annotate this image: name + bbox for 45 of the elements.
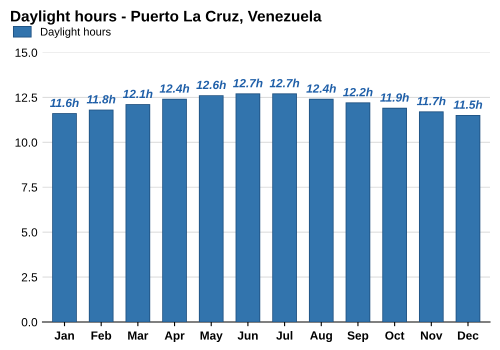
x-tick-label: Feb [91, 331, 112, 340]
bar [88, 110, 114, 322]
y-tick-label: 10.0 [16, 138, 38, 147]
data-label: 11.7h [416, 96, 446, 106]
bar [198, 95, 224, 322]
bar [52, 113, 77, 322]
x-tick-label: Jan [54, 331, 74, 340]
y-tick-label: 12.5 [16, 93, 38, 102]
x-tick-label: Mar [128, 331, 148, 340]
bar [162, 98, 187, 322]
x-tick-label: Jul [276, 331, 292, 340]
data-label: 12.1h [122, 89, 152, 98]
x-tick-label: Nov [420, 331, 442, 340]
x-tick-label: Aug [310, 331, 332, 342]
data-label: 11.8h [86, 94, 116, 104]
data-label: 12.7h [270, 78, 300, 88]
data-label: 12.6h [196, 80, 226, 90]
x-tick-label: May [200, 331, 223, 342]
y-tick-label: 7.5 [22, 183, 38, 192]
data-label: 11.5h [454, 100, 482, 109]
bar [382, 108, 407, 322]
bar [126, 104, 150, 322]
data-label: 11.6h [50, 98, 79, 108]
chart-title: Daylight hours - Puerto La Cruz, Venezuela [11, 10, 322, 25]
data-label: 12.4h [306, 84, 336, 93]
bar [236, 93, 260, 322]
bar [272, 93, 297, 322]
data-label: 11.9h [380, 93, 409, 102]
x-tick-label: Dec [458, 331, 478, 340]
data-label: 12.4h [160, 84, 190, 93]
bar [346, 102, 370, 322]
y-tick-label: 2.5 [22, 273, 38, 282]
y-tick-label: 0.0 [22, 318, 38, 326]
y-tick-label: 15.0 [16, 48, 38, 57]
bar [456, 114, 480, 322]
y-tick-label: 5.0 [22, 228, 38, 237]
bar [308, 98, 334, 322]
bar [418, 111, 444, 322]
x-tick-label: Jun [238, 331, 258, 340]
data-label: 12.2h [343, 88, 373, 96]
data-label: 12.7h [233, 78, 263, 88]
x-tick-label: Oct [385, 331, 404, 340]
x-tick-label: Apr [164, 331, 185, 342]
legend-label: Daylight hours [40, 27, 111, 38]
x-tick-label: Sep [347, 331, 368, 342]
